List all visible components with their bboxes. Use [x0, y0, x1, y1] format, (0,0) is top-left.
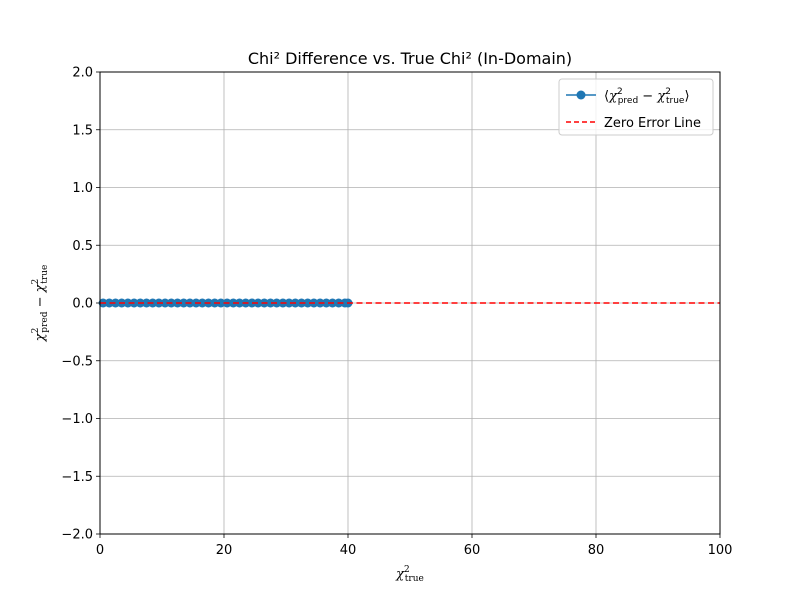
- legend-label-open: ⟨: [604, 89, 609, 104]
- y-axis-label: χ2pred − χ2true: [31, 265, 50, 343]
- legend: ⟨χ2 pred − χ2 true⟩ Zero Error Line: [558, 78, 714, 136]
- series-layer: [98, 298, 720, 308]
- x-axis-label: χ2 true: [395, 565, 424, 584]
- y-tick-label: 0.5: [72, 239, 93, 254]
- y-tick-label: −1.0: [61, 412, 93, 427]
- data-point: [247, 298, 257, 308]
- legend-label-zero-line: Zero Error Line: [604, 116, 701, 131]
- y-axis-label-sup-1: 2: [31, 328, 41, 334]
- legend-label-close: ⟩: [684, 89, 689, 104]
- y-tick-label: 1.5: [72, 123, 93, 138]
- x-tick-label: 60: [464, 543, 481, 558]
- legend-box: [558, 78, 714, 136]
- data-point: [197, 298, 207, 308]
- x-axis: 0 20 40 60 80 100: [96, 534, 733, 558]
- legend-label-symbol-2: χ: [656, 89, 666, 104]
- y-axis: −2.0 −1.5 −1.0 −0.5 0.0 0.5 1.0 1.5 2.0: [61, 66, 100, 543]
- x-tick-label: 80: [588, 543, 605, 558]
- y-axis-label-symbol-1: χ: [33, 332, 48, 342]
- y-axis-label-sup-2: 2: [31, 279, 41, 285]
- data-point: [303, 298, 313, 308]
- data-point: [142, 298, 151, 308]
- data-point: [284, 298, 294, 308]
- x-tick-label: 20: [216, 543, 233, 558]
- y-axis-label-minus: −: [33, 292, 48, 311]
- legend-label-mean-difference: ⟨χ2 pred − χ2 true⟩: [604, 87, 690, 106]
- data-point: [321, 298, 331, 308]
- data-point: [216, 298, 226, 308]
- legend-label-symbol-1: χ: [608, 89, 618, 104]
- legend-label-sub-2: true: [666, 96, 685, 106]
- data-point: [253, 298, 263, 308]
- legend-label-sup-1: 2: [617, 87, 623, 97]
- data-point: [104, 298, 114, 308]
- y-axis-label-sub-2: true: [40, 265, 50, 284]
- x-tick-label: 100: [708, 543, 733, 558]
- legend-label-sup-2: 2: [665, 87, 671, 97]
- data-point: [266, 298, 275, 308]
- data-point: [160, 298, 170, 308]
- y-tick-label: 2.0: [72, 66, 93, 81]
- y-tick-label: −2.0: [61, 528, 93, 543]
- legend-label-minus: −: [638, 89, 657, 104]
- legend-label-sub-1: pred: [618, 96, 638, 106]
- legend-marker-mean-difference: [576, 90, 586, 100]
- y-tick-label: 0.0: [72, 297, 93, 312]
- y-tick-label: 1.0: [72, 181, 93, 196]
- x-axis-label-sub: true: [405, 574, 424, 584]
- x-axis-label-symbol: χ: [395, 567, 405, 582]
- x-axis-label-sup: 2: [404, 565, 410, 575]
- y-tick-label: −0.5: [61, 354, 93, 369]
- chart-title: Chi² Difference vs. True Chi² (In-Domain…: [248, 49, 572, 68]
- y-axis-label-symbol-2: χ: [33, 283, 48, 293]
- data-point: [179, 298, 189, 308]
- x-tick-label: 0: [96, 543, 104, 558]
- data-point: [235, 298, 244, 308]
- y-tick-label: −1.5: [61, 470, 93, 485]
- x-tick-label: 40: [340, 543, 357, 558]
- data-point: [123, 298, 133, 308]
- y-axis-label-sub-1: pred: [40, 311, 50, 332]
